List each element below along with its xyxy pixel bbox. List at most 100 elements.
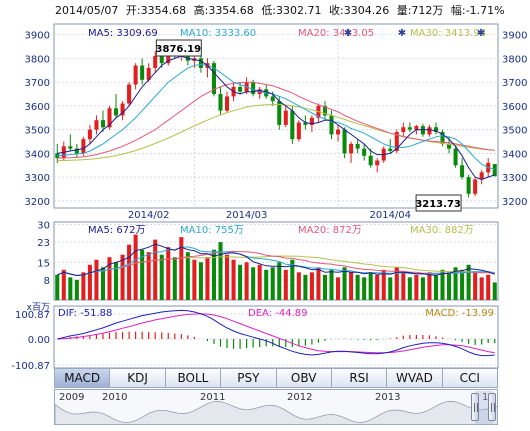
tab-macd[interactable]: MACD xyxy=(55,369,111,387)
x-axis-label: 2014/03 xyxy=(226,210,268,221)
overview-sparkline xyxy=(55,401,497,424)
quote-close: 收:3304.26 xyxy=(329,4,390,17)
overview-right-handle[interactable] xyxy=(488,393,496,421)
candle-body xyxy=(133,65,138,85)
volume-bar xyxy=(120,254,125,300)
ma-legend: MA20: 3413.05 xyxy=(298,28,374,39)
candle-body xyxy=(388,148,393,152)
tab-kdj[interactable]: KDJ xyxy=(110,369,166,387)
volume-bar xyxy=(277,262,282,300)
tab-wvad[interactable]: WVAD xyxy=(387,369,443,387)
tab-rsi[interactable]: RSI xyxy=(332,369,388,387)
candle-body xyxy=(401,127,406,133)
candle-body xyxy=(349,143,354,154)
candle-body xyxy=(74,148,79,154)
y-tick-label-right: 3500 xyxy=(502,126,527,137)
x-axis-label: 2014/04 xyxy=(369,210,411,221)
candle-body xyxy=(355,143,360,149)
candle-body xyxy=(114,108,119,116)
overview-left-handle[interactable] xyxy=(471,393,479,421)
timeline-overview[interactable]: 2009 2010 2011 2012 2013 14 xyxy=(54,389,498,425)
macd-legend-hist: MACD: -13.99 xyxy=(425,308,494,319)
volume-bar xyxy=(447,272,452,300)
volume-bar xyxy=(87,264,92,300)
overview-year: 2012 xyxy=(287,392,313,403)
volume-bar xyxy=(218,242,223,300)
candle-body xyxy=(290,110,295,140)
volume-ma-legend: MA30: 882万 xyxy=(410,225,474,236)
volume-bar xyxy=(251,267,256,300)
volume-panel: 30 23 15 8 x百万 MA5: 672万 MA10: 755万 MA20: 872万 M… xyxy=(27,221,499,313)
macd-tick-label: 0.00 xyxy=(28,335,50,346)
candle-body xyxy=(492,164,497,177)
volume-bar xyxy=(55,274,60,300)
candle-body xyxy=(283,110,288,125)
volume-bar xyxy=(179,237,184,300)
volume-bar xyxy=(61,269,66,300)
volume-unit-label: x百万 xyxy=(27,302,50,313)
ma5-line xyxy=(57,55,495,181)
volume-bar xyxy=(466,264,471,300)
volume-bar xyxy=(492,282,497,300)
y-tick-label-left: 3700 xyxy=(25,78,50,89)
volume-bar xyxy=(107,257,112,300)
candle-body xyxy=(87,129,92,140)
y-tick-label-right: 3700 xyxy=(502,78,527,89)
candle-body xyxy=(277,101,282,125)
candle-body xyxy=(329,115,334,135)
volume-bar xyxy=(388,277,393,300)
macd-tick-label: 100.87 xyxy=(15,310,50,321)
volume-ma-legend: MA5: 672万 xyxy=(88,225,145,236)
macd-legend-dif: DIF: -51.88 xyxy=(58,308,112,319)
volume-bar xyxy=(433,274,438,300)
volume-bar xyxy=(375,274,380,300)
volume-bar xyxy=(453,267,458,300)
volume-tick-label: 30 xyxy=(37,221,50,232)
candle-body xyxy=(433,127,438,133)
candle-body xyxy=(447,143,452,149)
kline-chart[interactable]: 3900 3900 3800 3800 3700 3700 3600 3600 3500 3500… xyxy=(0,22,530,390)
tab-cci[interactable]: CCI xyxy=(459,371,480,385)
tab-boll[interactable]: BOLL xyxy=(166,369,222,387)
candle-body xyxy=(55,153,60,159)
candle-body xyxy=(362,148,367,156)
candle-body xyxy=(198,58,203,68)
y-tick-label-left: 3200 xyxy=(25,197,50,208)
quote-open: 开:3354.68 xyxy=(125,4,187,17)
ma-legend: MA5: 3309.69 xyxy=(88,28,158,39)
candle-body xyxy=(427,127,432,135)
volume-bar xyxy=(127,244,132,300)
low-price-label: 3213.73 xyxy=(415,199,461,210)
candle-body xyxy=(68,146,73,149)
y-tick-label-left: 3500 xyxy=(25,126,50,137)
volume-bar xyxy=(336,277,341,300)
high-callout-box xyxy=(155,39,202,57)
macd-panel: 100.87 0.00 -100.87 DIF: -51.88 DEA: -44.89 M… xyxy=(11,305,499,372)
ma10-line xyxy=(57,63,495,170)
volume-bar xyxy=(296,272,301,300)
vol-ma5-line xyxy=(57,243,495,277)
candle-body xyxy=(166,51,171,64)
candle-body xyxy=(375,160,380,166)
y-tick-label-right: 3400 xyxy=(502,149,527,160)
y-tick-label-left: 3400 xyxy=(25,149,50,160)
volume-bar xyxy=(166,247,171,300)
quote-high: 高:3354.68 xyxy=(193,4,254,17)
volume-ma-legend: MA20: 872万 xyxy=(298,225,362,236)
tab-obv[interactable]: OBV xyxy=(277,369,332,387)
tab-psy[interactable]: PSY xyxy=(221,369,277,387)
candle-body xyxy=(211,63,216,95)
volume-tick-label: 8 xyxy=(44,276,50,287)
event-marker-icon: ✱ xyxy=(477,28,485,39)
overview-year: 2011 xyxy=(200,392,226,403)
candle-body xyxy=(309,117,314,125)
candle-body xyxy=(120,103,125,116)
candle-body xyxy=(296,122,301,140)
volume-bar xyxy=(238,264,243,300)
volume-bar xyxy=(473,272,478,300)
macd-tick-label: -100.87 xyxy=(11,361,50,372)
vol-ma20-line xyxy=(57,250,495,277)
volume-bar xyxy=(146,252,151,300)
volume-bar xyxy=(81,272,86,300)
